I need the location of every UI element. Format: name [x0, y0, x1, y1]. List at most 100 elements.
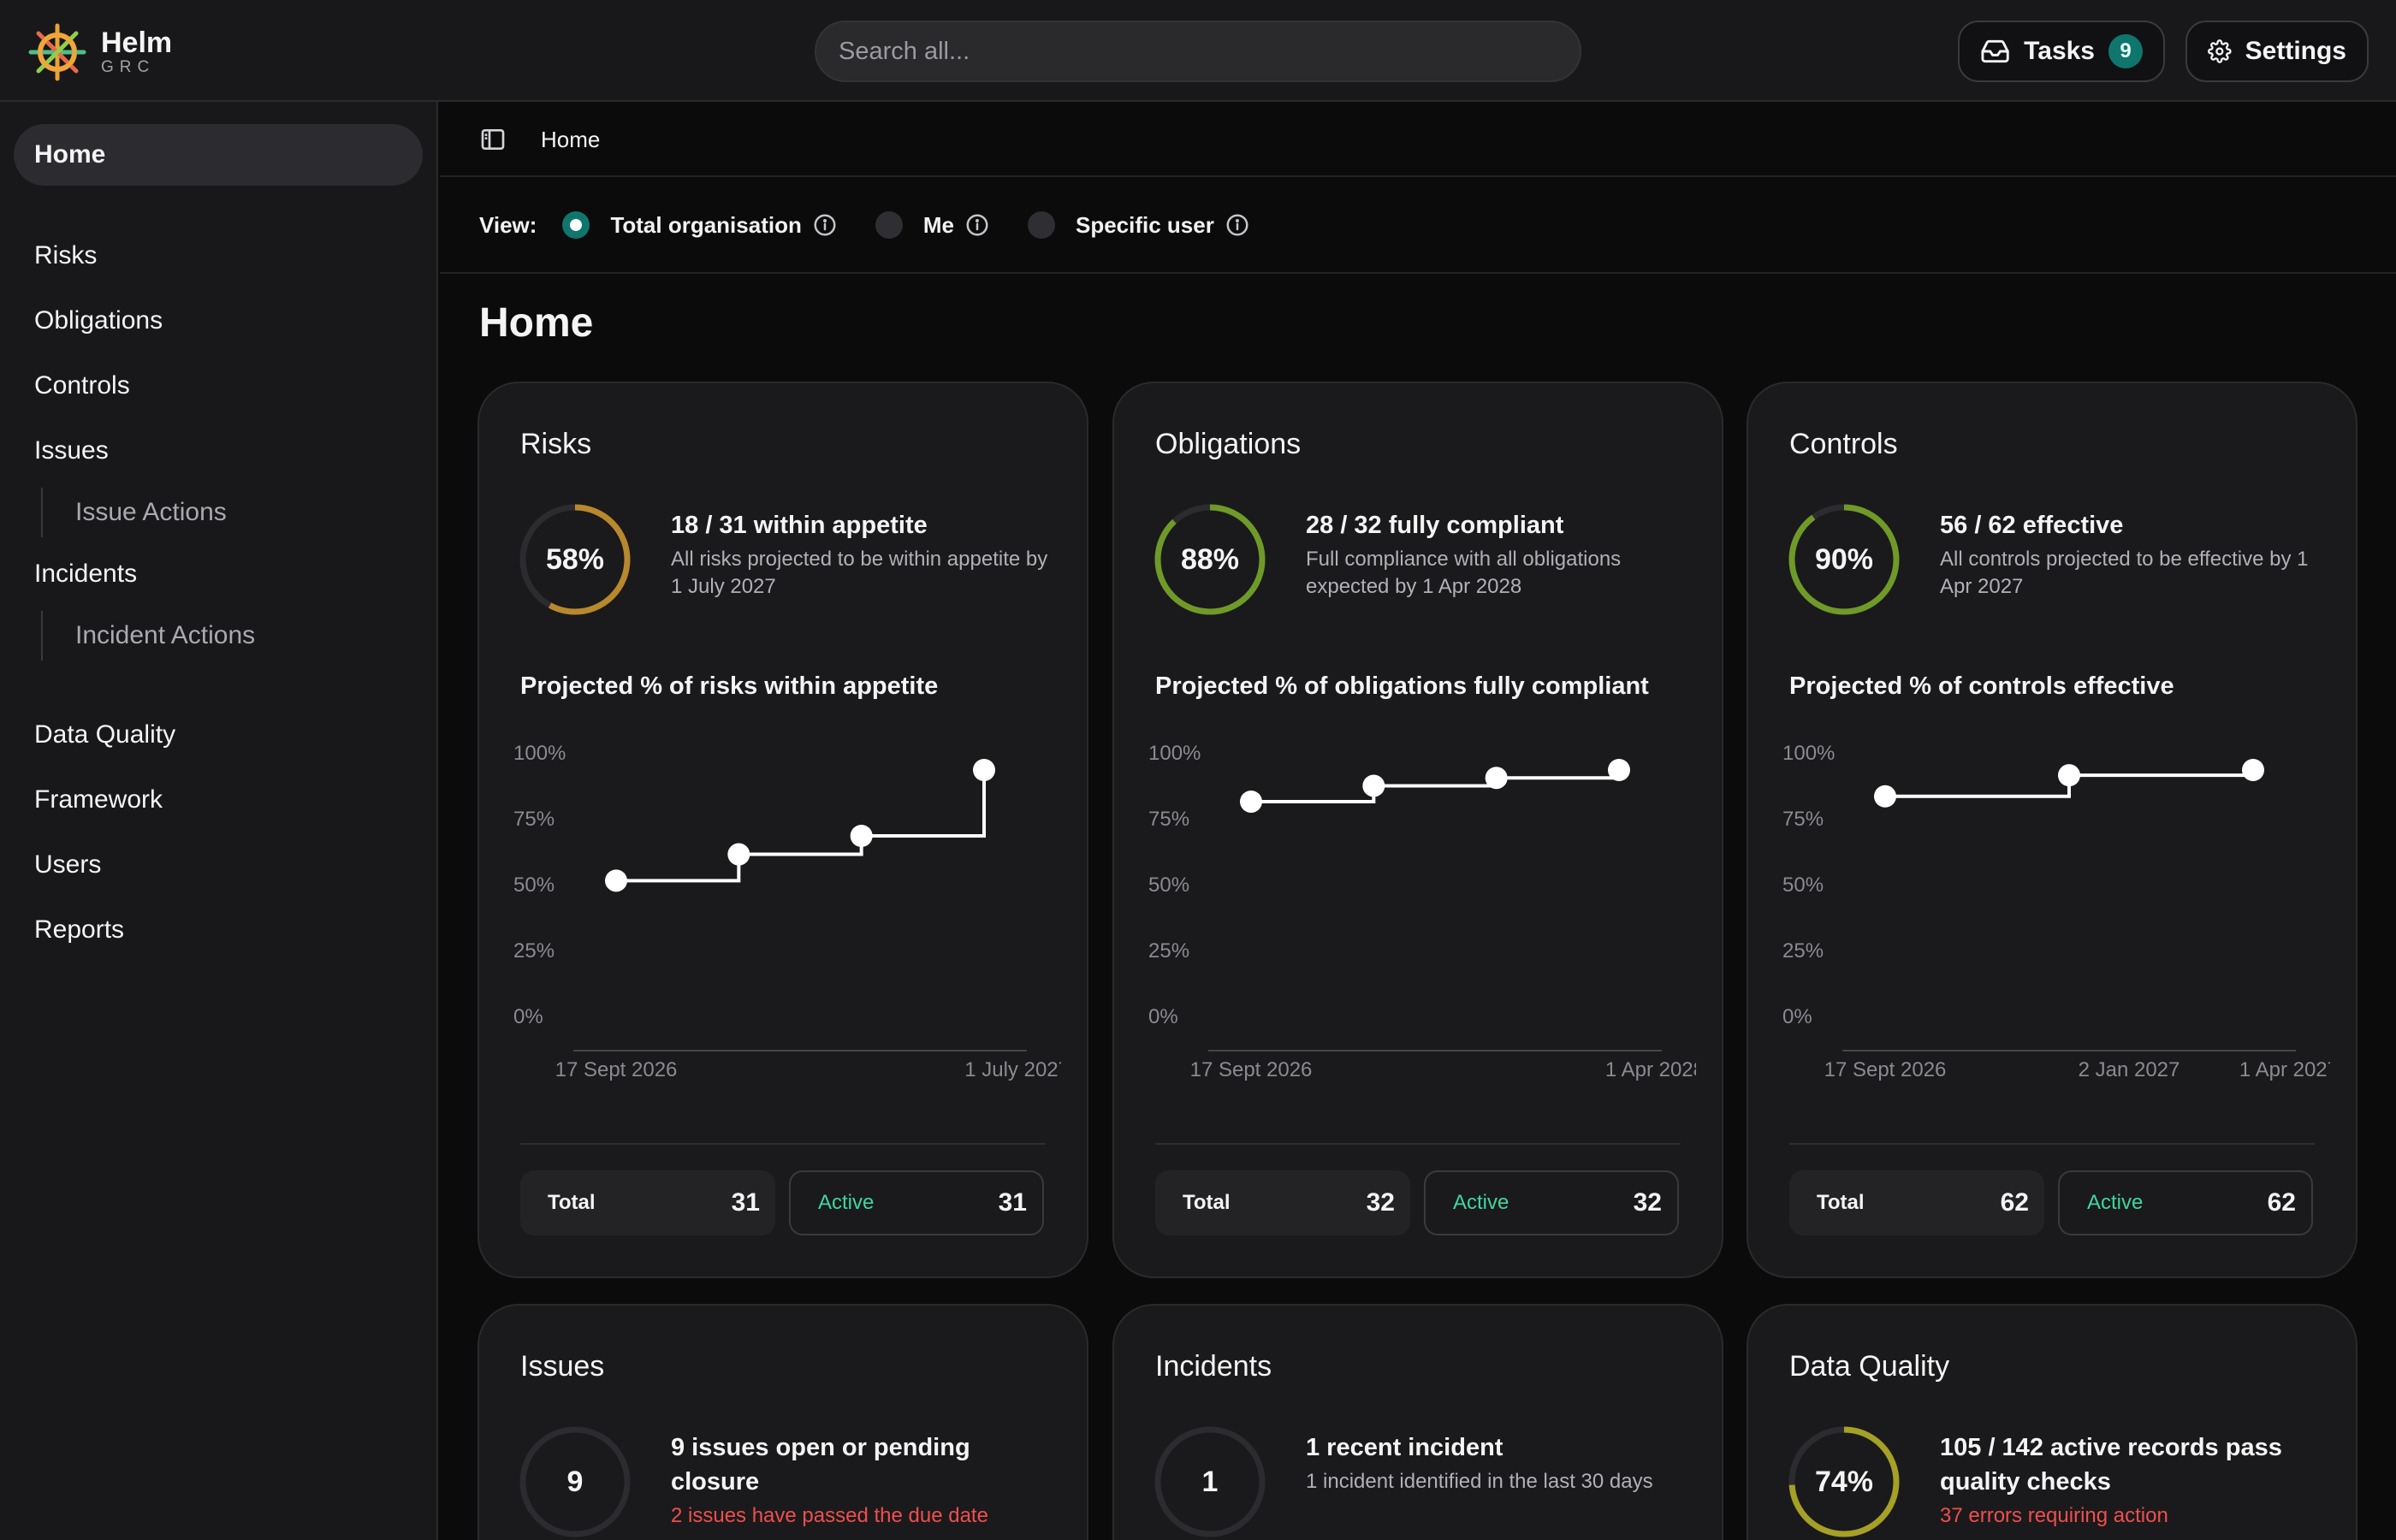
- x-tick-label: 17 Sept 2026: [1190, 1058, 1313, 1081]
- y-tick-label: 100%: [513, 743, 566, 765]
- series-line: [1251, 770, 1621, 803]
- ring-percent: 74%: [1814, 1465, 1874, 1498]
- card-title: Data Quality: [1789, 1350, 1950, 1383]
- x-tick-label: 17 Sept 2026: [1824, 1058, 1947, 1081]
- count-ring: [1154, 1426, 1266, 1537]
- sidebar-item-home[interactable]: Home: [14, 124, 423, 186]
- app-logo[interactable]: Helm GRC: [27, 22, 172, 82]
- info-icon[interactable]: [964, 212, 990, 238]
- controls-card[interactable]: Controls 90% 56 / 62 effective All contr…: [1747, 382, 2357, 1278]
- y-tick-label: 75%: [513, 808, 555, 831]
- card-title: Issues: [520, 1350, 605, 1383]
- data-point: [1874, 785, 1896, 808]
- view-label: View:: [479, 211, 537, 238]
- sidebar-item-reports[interactable]: Reports: [34, 915, 125, 944]
- x-tick-label: 1 Apr 2027: [2239, 1058, 2330, 1081]
- ring-count: 9: [566, 1465, 584, 1498]
- data-point: [727, 843, 750, 866]
- data-point: [1240, 790, 1262, 813]
- radio-unselected[interactable]: [1027, 211, 1055, 239]
- obligations-card[interactable]: Obligations 88% 28 / 32 fully compliant …: [1112, 382, 1723, 1278]
- settings-label: Settings: [2245, 37, 2346, 65]
- radio-unselected[interactable]: [875, 211, 903, 239]
- sidebar-item-issues[interactable]: Issues: [34, 436, 109, 465]
- sidebar-item-risks[interactable]: Risks: [34, 241, 98, 270]
- obligations-projection-chart: 100% 75% 50% 25% 0% 17 Sept 2026 1 Apr 2028: [1148, 743, 1696, 1081]
- sidebar-item-incidents[interactable]: Incidents: [34, 560, 138, 588]
- info-icon[interactable]: [1225, 212, 1250, 238]
- card-title: Obligations: [1155, 428, 1302, 460]
- stat-headline: 28 / 32 fully compliant: [1306, 512, 1564, 539]
- total-count[interactable]: Total 32: [1155, 1170, 1410, 1235]
- radio-selected[interactable]: [562, 211, 590, 239]
- view-option-specific-user[interactable]: Specific user: [1027, 211, 1250, 239]
- search-input[interactable]: [815, 21, 1581, 82]
- y-tick-label: 0%: [1148, 1005, 1178, 1028]
- view-option-label: Me: [922, 211, 954, 238]
- sidebar-item-incident-actions[interactable]: Incident Actions: [41, 611, 418, 660]
- view-option-label: Specific user: [1075, 211, 1214, 238]
- issues-card[interactable]: Issues 9 9 issues open or pending closur…: [477, 1304, 1088, 1540]
- top-bar: Helm GRC Tasks 9 Settings: [0, 0, 2396, 102]
- y-tick-label: 0%: [1782, 1005, 1812, 1028]
- chart-title: Projected % of obligations fully complia…: [1155, 672, 1649, 700]
- active-label: Active: [818, 1191, 875, 1214]
- total-label: Total: [1817, 1191, 1865, 1214]
- stat-headline: 18 / 31 within appetite: [671, 512, 928, 539]
- data-point: [605, 869, 627, 892]
- card-title: Risks: [520, 428, 592, 460]
- sidebar-toggle-icon[interactable]: [479, 126, 507, 153]
- y-tick-label: 25%: [1148, 939, 1189, 962]
- data-quality-card[interactable]: Data Quality 74% 105 / 142 active record…: [1747, 1304, 2357, 1540]
- incidents-card[interactable]: Incidents 1 1 recent incident 1 incident…: [1112, 1304, 1723, 1540]
- progress-ring: [1788, 504, 1900, 615]
- page-title: Home: [479, 300, 594, 346]
- sidebar-item-users[interactable]: Users: [34, 850, 102, 879]
- app-name: Helm: [101, 27, 173, 59]
- ring-count: 1: [1201, 1465, 1219, 1498]
- sidebar-item-controls[interactable]: Controls: [34, 371, 130, 400]
- breadcrumb: Home: [440, 104, 2396, 177]
- y-tick-label: 50%: [513, 874, 555, 897]
- ring-percent: 88%: [1180, 542, 1240, 576]
- y-tick-label: 75%: [1148, 808, 1189, 831]
- sidebar-item-data-quality[interactable]: Data Quality: [34, 720, 176, 749]
- tasks-button[interactable]: Tasks 9: [1958, 21, 2165, 82]
- card-title: Incidents: [1155, 1350, 1272, 1383]
- y-tick-label: 0%: [513, 1005, 543, 1028]
- divider: [1155, 1143, 1681, 1145]
- settings-button[interactable]: Settings: [2185, 21, 2369, 82]
- active-count[interactable]: Active 62: [2058, 1170, 2313, 1235]
- controls-projection-chart: 100% 75% 50% 25% 0% 17 Sept 2026 2 Jan 2027 1 A…: [1782, 743, 2330, 1081]
- progress-ring: [1788, 1426, 1900, 1537]
- ring-percent: 90%: [1814, 542, 1874, 576]
- sidebar-item-obligations[interactable]: Obligations: [34, 306, 163, 335]
- sidebar-item-framework[interactable]: Framework: [34, 785, 163, 814]
- active-value: 31: [998, 1188, 1027, 1217]
- view-option-label: Total organisation: [610, 211, 802, 238]
- view-option-me[interactable]: Me: [875, 211, 990, 239]
- active-count[interactable]: Active 32: [1424, 1170, 1679, 1235]
- stat-alert: 37 errors requiring action: [1940, 1504, 2168, 1527]
- x-tick-label: 1 Apr 2028: [1605, 1058, 1696, 1081]
- info-icon[interactable]: [812, 212, 838, 238]
- y-tick-label: 75%: [1782, 808, 1824, 831]
- y-tick-label: 100%: [1148, 743, 1201, 765]
- helm-wheel-icon: [28, 23, 86, 81]
- y-tick-label: 25%: [513, 939, 555, 962]
- sidebar-item-issue-actions[interactable]: Issue Actions: [41, 488, 418, 537]
- view-selector: View: Total organisation Me Specific use…: [440, 178, 2396, 274]
- inbox-icon: [1981, 39, 2009, 63]
- risks-card[interactable]: Risks 58% 18 / 31 within appetite All ri…: [477, 382, 1088, 1278]
- stat-description: Full compliance with all obligations exp…: [1306, 548, 1622, 598]
- stat-headline: 1 recent incident: [1306, 1434, 1503, 1461]
- gear-icon: [2208, 39, 2232, 63]
- stat-headline: 56 / 62 effective: [1940, 512, 2124, 539]
- active-label: Active: [1453, 1191, 1509, 1214]
- active-count[interactable]: Active 31: [789, 1170, 1044, 1235]
- total-label: Total: [548, 1191, 596, 1214]
- total-count[interactable]: Total 62: [1789, 1170, 2044, 1235]
- view-option-total-organisation[interactable]: Total organisation: [562, 211, 837, 239]
- total-count[interactable]: Total 31: [520, 1170, 775, 1235]
- x-tick-label: 2 Jan 2027: [2079, 1058, 2180, 1081]
